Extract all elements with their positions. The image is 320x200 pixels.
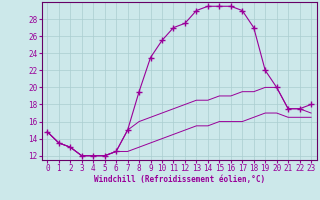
X-axis label: Windchill (Refroidissement éolien,°C): Windchill (Refroidissement éolien,°C)	[94, 175, 265, 184]
